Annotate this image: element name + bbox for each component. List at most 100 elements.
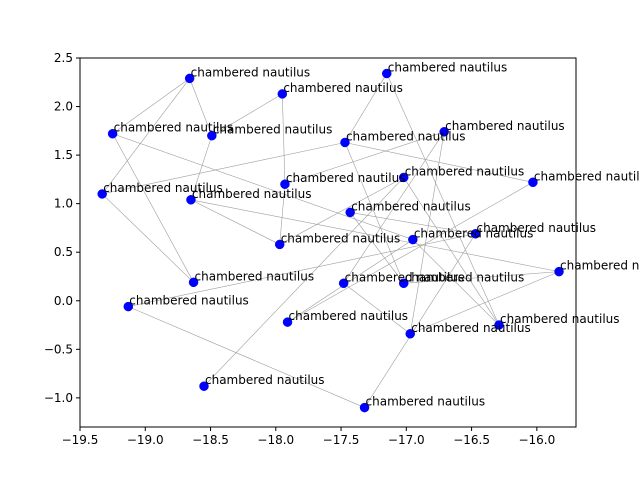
graph-edge bbox=[279, 177, 404, 245]
data-point bbox=[282, 317, 293, 327]
data-point bbox=[494, 320, 504, 330]
data-point bbox=[186, 195, 196, 205]
data-point bbox=[123, 301, 134, 312]
graph-edge bbox=[386, 73, 500, 326]
data-point bbox=[528, 177, 538, 188]
graph-edge bbox=[287, 239, 414, 323]
graph-edge bbox=[403, 271, 560, 284]
nodes-layer bbox=[97, 68, 564, 413]
graph-edge bbox=[203, 177, 404, 387]
graph-edge bbox=[410, 271, 560, 335]
x-tick-label: −19.5 bbox=[62, 433, 99, 447]
graph-edge bbox=[284, 131, 445, 185]
y-tick-label: 0.5 bbox=[54, 245, 73, 259]
graph-edge bbox=[412, 239, 500, 326]
point-label: chambered nautilus bbox=[445, 119, 565, 133]
graph-edge bbox=[282, 93, 286, 185]
point-label: chambered nautilus bbox=[351, 199, 471, 213]
data-point bbox=[470, 229, 481, 239]
x-tick-label: −18.5 bbox=[192, 433, 229, 447]
y-tick-label: 1.0 bbox=[54, 197, 73, 211]
data-point bbox=[207, 130, 217, 141]
x-tick-label: −16.5 bbox=[453, 433, 490, 447]
graph-edge bbox=[211, 93, 283, 136]
graph-edge bbox=[364, 233, 476, 408]
data-point bbox=[398, 172, 409, 183]
labels-layer: chambered nautilus chambered nautiluscham… bbox=[103, 61, 640, 409]
plot-frame bbox=[79, 57, 577, 428]
data-point bbox=[97, 189, 107, 199]
data-point bbox=[405, 329, 415, 339]
y-tick-label: −1.0 bbox=[44, 391, 73, 405]
data-point bbox=[359, 402, 370, 413]
x-tick-label: −17.5 bbox=[323, 433, 360, 447]
point-label: chambered nautilus bbox=[534, 169, 640, 183]
data-point bbox=[184, 73, 195, 84]
y-tick-label: 2.5 bbox=[54, 51, 73, 65]
point-label: chambered nautilus bbox=[346, 129, 466, 143]
point-label: chambered nautilus bbox=[103, 181, 223, 195]
point-label: chambered nautilus bbox=[345, 270, 465, 284]
graph-edge bbox=[112, 133, 413, 240]
graph-edge bbox=[287, 182, 534, 323]
point-label: chambered nautilus bbox=[283, 81, 403, 95]
x-tick-label: −18.0 bbox=[257, 433, 294, 447]
x-tick-label: −17.0 bbox=[388, 433, 425, 447]
data-point bbox=[338, 278, 349, 289]
data-point bbox=[199, 381, 209, 391]
graph-edge bbox=[190, 135, 213, 200]
point-label: chambered nautilus bbox=[205, 373, 325, 387]
graph-edge bbox=[112, 78, 190, 134]
graph-edge bbox=[189, 78, 213, 136]
data-point bbox=[408, 234, 418, 245]
graph-edge bbox=[349, 212, 404, 284]
graph-edge bbox=[344, 73, 387, 143]
point-label: chambered nautilus bbox=[500, 312, 620, 326]
data-point bbox=[439, 127, 449, 137]
data-point bbox=[107, 128, 118, 139]
point-label: chambered nautilus bbox=[191, 65, 311, 79]
data-point bbox=[554, 266, 564, 277]
graph-edge bbox=[190, 199, 280, 245]
data-point bbox=[381, 68, 392, 79]
graph-edge bbox=[102, 142, 346, 195]
edges-layer bbox=[101, 73, 560, 408]
graph-edge bbox=[128, 306, 365, 408]
graph-edge bbox=[403, 177, 500, 326]
graph-edge bbox=[350, 212, 476, 235]
point-label: chambered nautilus bbox=[366, 395, 486, 409]
point-label: chambered nautilus bbox=[213, 123, 333, 137]
point-label: chambered nautilus bbox=[414, 227, 534, 241]
data-point bbox=[398, 278, 409, 289]
data-point bbox=[277, 89, 288, 99]
data-point bbox=[280, 179, 290, 189]
x-tick-label: −19.0 bbox=[127, 433, 164, 447]
graph-edge bbox=[344, 142, 404, 284]
point-label: chambered nautilus bbox=[476, 221, 596, 235]
graph-edge bbox=[112, 133, 194, 283]
graph-edge bbox=[343, 283, 411, 335]
graph-edge bbox=[101, 193, 194, 283]
data-point bbox=[345, 207, 355, 218]
graph-edge bbox=[101, 78, 190, 195]
y-tick-label: 2.0 bbox=[54, 100, 73, 114]
point-label: chambered nautilus bbox=[114, 121, 234, 135]
point-label: chambered nautilus bbox=[560, 259, 640, 273]
graph-edge bbox=[128, 233, 476, 307]
y-tick-label: −0.5 bbox=[44, 342, 73, 356]
graph-edge bbox=[190, 199, 560, 272]
axes-layer: −19.5 −19.0 −18.5 −18.0 −17.5 −17.0 −16.5 −16.0… bbox=[44, 51, 577, 447]
point-label: chambered nautilus bbox=[405, 270, 525, 284]
point-label: chambered nautilus bbox=[289, 309, 409, 323]
graph-edge bbox=[279, 184, 286, 245]
point-label: chambered nautilus bbox=[286, 171, 406, 185]
graph-edge bbox=[409, 131, 445, 334]
x-tick-label: −16.0 bbox=[518, 433, 555, 447]
point-label: chambered nautilus bbox=[192, 187, 312, 201]
data-point bbox=[340, 137, 350, 148]
point-label: chambered nautilus bbox=[388, 61, 508, 75]
point-label: chambered nautilus bbox=[129, 294, 249, 308]
data-point bbox=[188, 277, 199, 288]
y-tick-label: 0.0 bbox=[54, 294, 73, 308]
